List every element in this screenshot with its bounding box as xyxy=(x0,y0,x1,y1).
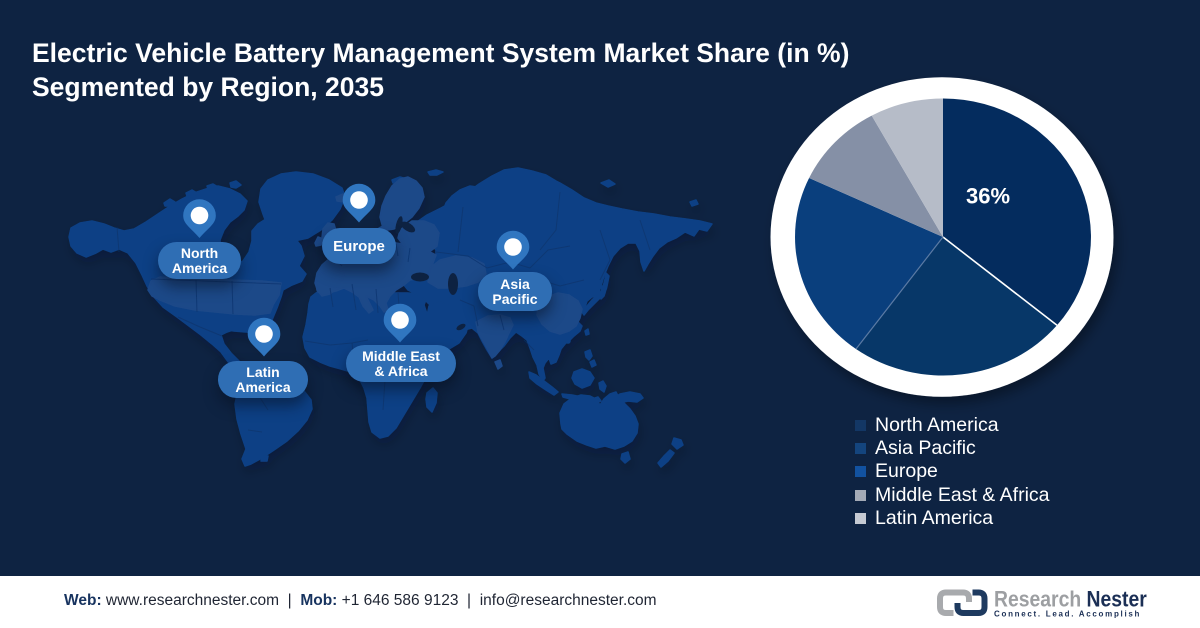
svg-text:Research Nester: Research Nester xyxy=(994,587,1147,611)
svg-text:36%: 36% xyxy=(966,184,1010,209)
svg-text:Connect. Lead. Accomplish: Connect. Lead. Accomplish xyxy=(994,610,1141,619)
